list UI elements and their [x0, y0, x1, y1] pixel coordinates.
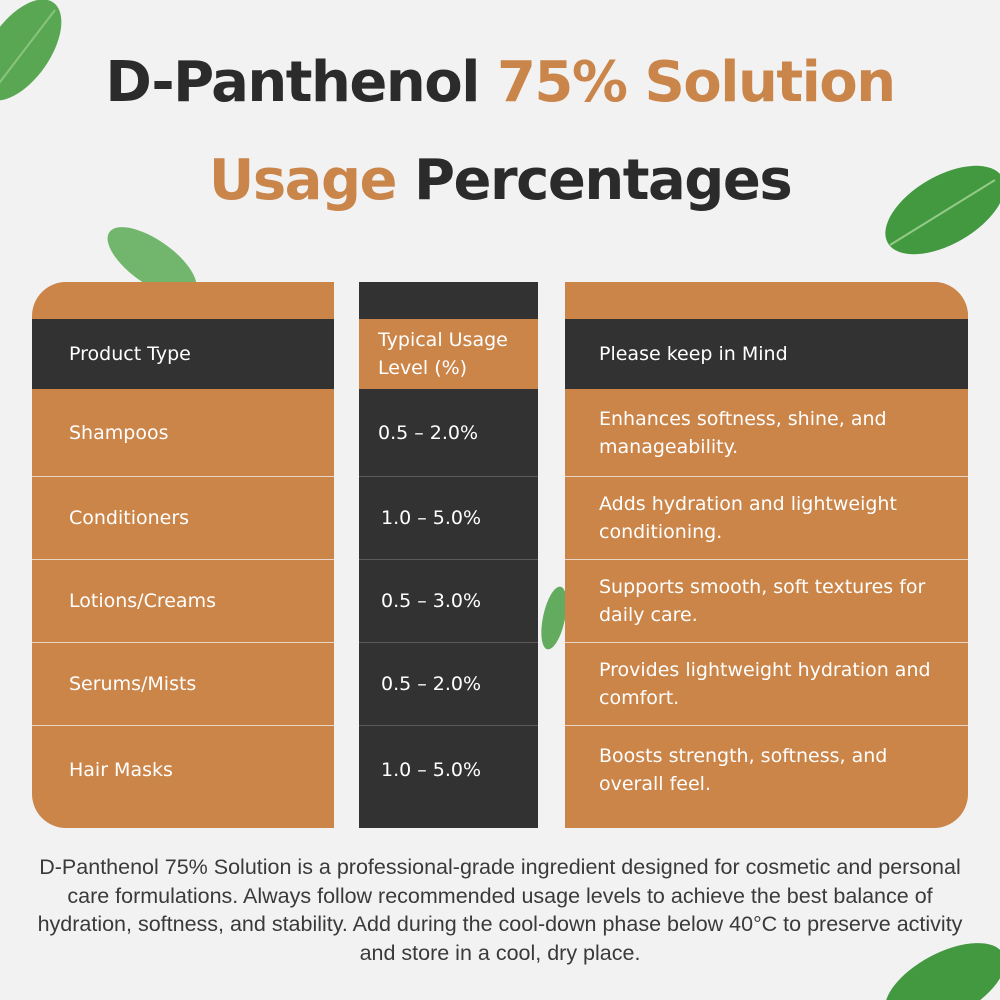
table-cell-level: 0.5 – 2.0%	[378, 422, 479, 444]
leaf-icon	[0, 0, 62, 101]
column-header: Please keep in Mind	[565, 319, 968, 389]
table-cell-level: 0.5 – 2.0%	[381, 673, 482, 695]
page-title: D-Panthenol 75% Solution	[0, 50, 1000, 115]
title-dark-text: D-Panthenol	[105, 50, 497, 115]
row-divider	[565, 642, 968, 643]
row-divider	[359, 642, 538, 643]
usage-level-column: Typical Usage Level (%) 0.5 – 2.0% 1.0 –…	[359, 282, 538, 828]
row-divider	[32, 642, 334, 643]
column-top-band	[32, 282, 334, 319]
table-cell-note: Supports smooth, soft textures for daily…	[599, 576, 926, 626]
title-accent-text: Usage	[208, 148, 398, 213]
column-header: Product Type	[32, 319, 334, 389]
leaf-icon	[541, 586, 567, 650]
table-cell-level: 0.5 – 3.0%	[381, 590, 482, 612]
row-divider	[32, 725, 334, 726]
title-dark-text: Percentages	[396, 148, 793, 213]
row-divider	[565, 725, 968, 726]
row-divider	[565, 559, 968, 560]
leaf-icon	[107, 227, 197, 292]
leaf-icon	[885, 165, 1000, 255]
column-top-band	[565, 282, 968, 319]
product-type-column: Product Type Shampoos Conditioners Lotio…	[32, 282, 334, 828]
column-top-band	[359, 282, 538, 319]
row-divider	[565, 476, 968, 477]
table-cell-level: 1.0 – 5.0%	[381, 507, 482, 529]
table-cell-product: Hair Masks	[69, 759, 173, 781]
table-cell-note: Enhances softness, shine, and manageabil…	[599, 408, 887, 458]
row-divider	[359, 476, 538, 477]
page-title-line2: Usage Percentages	[0, 148, 1000, 213]
table-cell-product: Serums/Mists	[69, 673, 197, 695]
row-divider	[359, 725, 538, 726]
keep-in-mind-column: Please keep in Mind Enhances softness, s…	[565, 282, 968, 828]
table-cell-product: Shampoos	[32, 389, 334, 477]
table-cell-product: Lotions/Creams	[69, 590, 216, 612]
footer-description: D-Panthenol 75% Solution is a profession…	[37, 855, 963, 965]
title-accent-text: 75% Solution	[496, 50, 896, 115]
table-cell-note: Provides lightweight hydration and comfo…	[599, 659, 931, 709]
column-header: Typical Usage Level (%)	[359, 319, 538, 389]
row-divider	[32, 559, 334, 560]
table-cell-note: Adds hydration and lightweight condition…	[599, 493, 897, 543]
table-cell-note: Boosts strength, softness, and overall f…	[599, 745, 888, 795]
leaf-icon	[884, 943, 1000, 1000]
table-cell-product: Conditioners	[69, 507, 190, 529]
row-divider	[359, 559, 538, 560]
row-divider	[32, 476, 334, 477]
table-cell-level: 1.0 – 5.0%	[381, 759, 482, 781]
